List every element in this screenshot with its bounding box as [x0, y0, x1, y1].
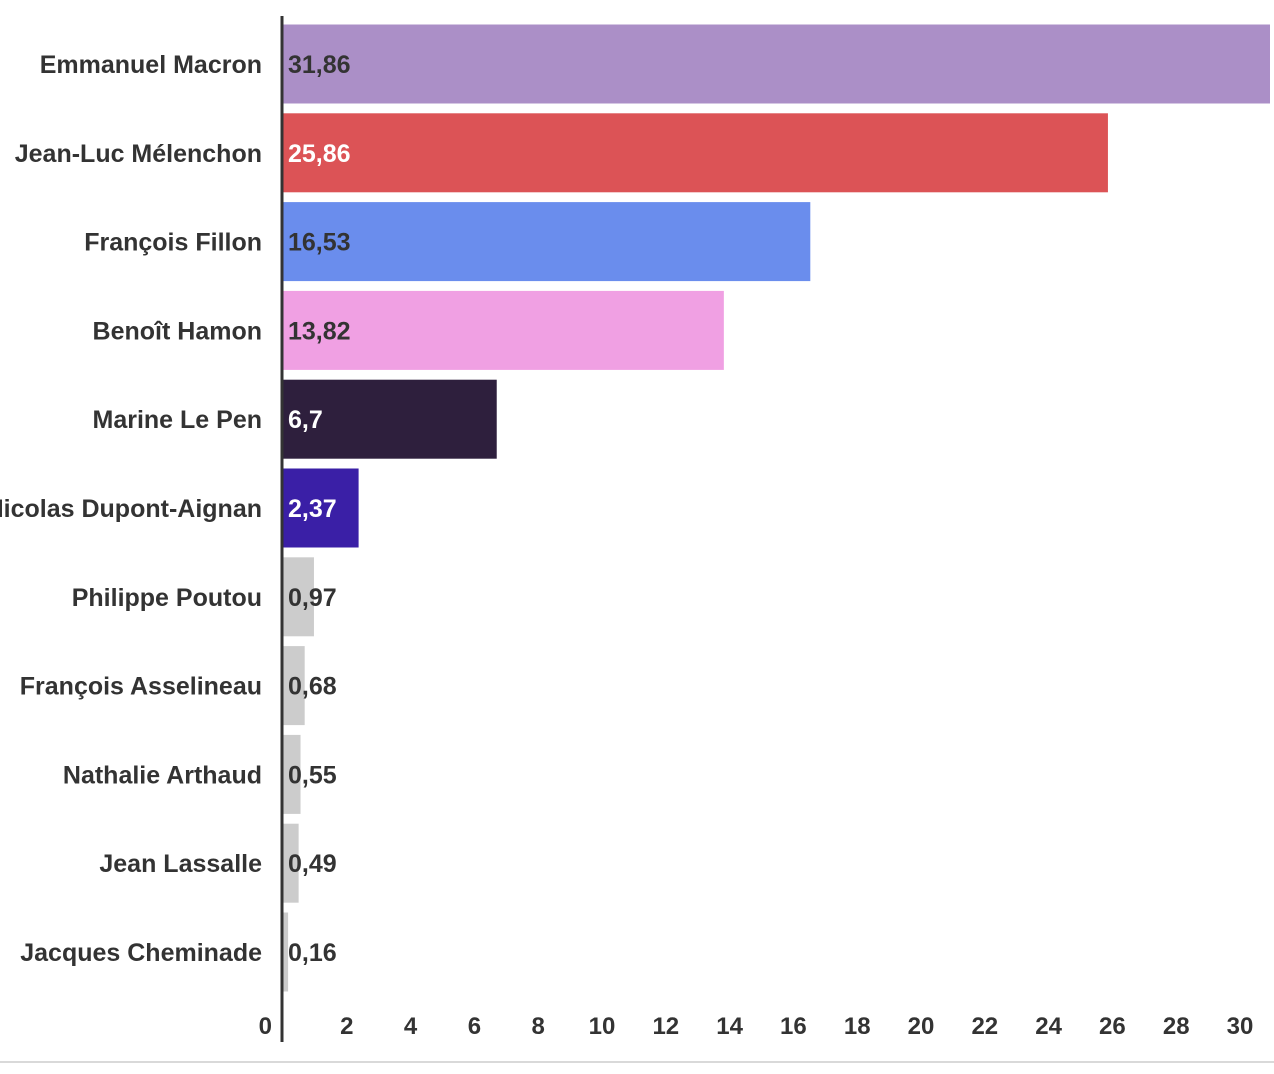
x-tick-label-7: 14 — [716, 1013, 743, 1040]
category-label-0: Emmanuel Macron — [40, 51, 262, 79]
x-axis-ticks-group: 0 2 4 6 8 10 12 14 16 18 20 22 24 26 28 30 — [259, 1013, 1254, 1040]
value-label-6: 0,97 — [288, 584, 337, 612]
value-label-8: 0,55 — [288, 761, 337, 789]
bar-0 — [283, 24, 1270, 104]
value-label-10: 0,16 — [288, 939, 337, 967]
category-label-4: Marine Le Pen — [93, 406, 263, 434]
x-tick-label-6: 12 — [652, 1013, 679, 1040]
x-tick-label-12: 24 — [1035, 1013, 1062, 1040]
category-label-5: Nicolas Dupont-Aignan — [0, 495, 262, 523]
bar-10 — [283, 912, 289, 992]
bar-5 — [283, 468, 359, 548]
x-tick-label-3: 6 — [468, 1013, 481, 1040]
x-tick-label-13: 26 — [1099, 1013, 1126, 1040]
value-label-4: 6,7 — [288, 406, 323, 434]
value-label-0: 31,86 — [288, 51, 351, 79]
x-tick-label-8: 16 — [780, 1013, 807, 1040]
value-label-3: 13,82 — [288, 317, 351, 345]
value-label-9: 0,49 — [288, 850, 337, 878]
bar-4 — [283, 379, 497, 459]
bar-3 — [283, 290, 724, 370]
category-label-3: Benoît Hamon — [93, 317, 262, 345]
category-label-9: Jean Lassalle — [99, 850, 262, 878]
value-label-1: 25,86 — [288, 140, 351, 168]
bar-1 — [283, 113, 1108, 193]
category-label-10: Jacques Cheminade — [20, 939, 262, 967]
x-tick-label-9: 18 — [844, 1013, 871, 1040]
bar-7 — [283, 646, 305, 726]
x-tick-label-2: 4 — [404, 1013, 418, 1040]
bar-2 — [283, 202, 811, 282]
x-tick-label-14: 28 — [1163, 1013, 1190, 1040]
category-label-8: Nathalie Arthaud — [63, 761, 262, 789]
bar-9 — [283, 823, 299, 903]
category-labels-group: Emmanuel Macron Jean-Luc Mélenchon Françoi… — [0, 51, 262, 967]
bar-6 — [283, 557, 314, 637]
value-label-5: 2,37 — [288, 495, 337, 523]
value-label-2: 16,53 — [288, 229, 351, 257]
x-tick-label-4: 8 — [532, 1013, 545, 1040]
value-labels-group: 31,86 25,86 16,53 13,82 6,7 2,37 0,97 0,68 0,55 0… — [288, 51, 351, 967]
x-tick-label-11: 22 — [971, 1013, 998, 1040]
x-tick-label-10: 20 — [908, 1013, 935, 1040]
category-label-1: Jean-Luc Mélenchon — [15, 140, 262, 168]
category-label-6: Philippe Poutou — [72, 584, 262, 612]
x-tick-label-15: 30 — [1227, 1013, 1254, 1040]
value-label-7: 0,68 — [288, 673, 337, 701]
x-tick-label-1: 2 — [340, 1013, 353, 1040]
x-tick-label-5: 10 — [589, 1013, 616, 1040]
category-label-7: François Asselineau — [20, 673, 262, 701]
category-label-2: François Fillon — [84, 229, 262, 257]
bar-8 — [283, 734, 301, 814]
x-tick-label-0: 0 — [259, 1013, 272, 1040]
bars-group — [283, 24, 1270, 992]
